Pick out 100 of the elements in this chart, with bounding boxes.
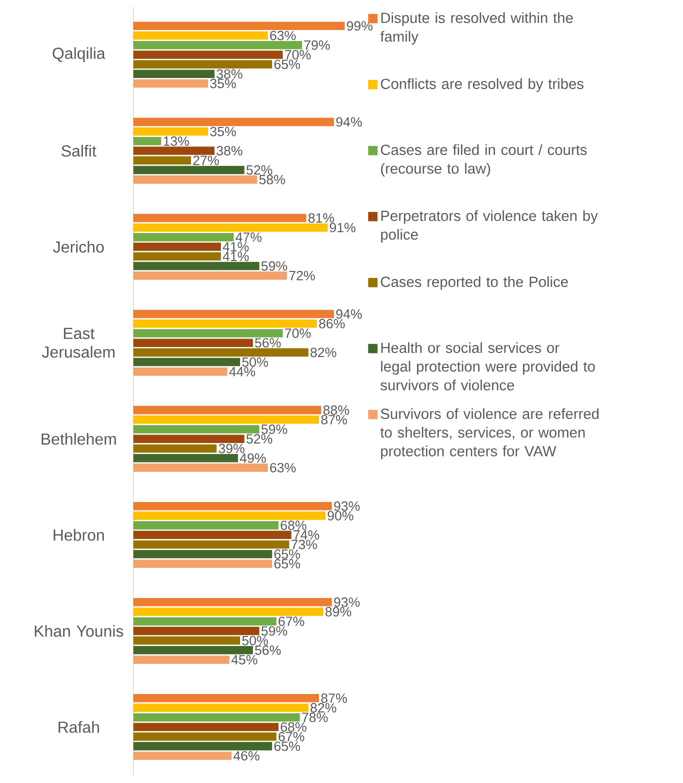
data-label: 35% [210, 78, 236, 88]
data-label: 73% [291, 540, 318, 550]
bar [133, 713, 300, 722]
bar [133, 416, 320, 424]
y-tick-label: Salfit [62, 144, 96, 157]
data-label: 27% [193, 156, 219, 166]
legend-label: Perpetrators of violence taken by police [381, 210, 598, 243]
bar [133, 617, 276, 626]
bar [133, 636, 240, 645]
bar [133, 512, 326, 520]
data-label: 94% [336, 309, 362, 319]
data-label: 49% [240, 453, 266, 463]
bar [133, 752, 232, 760]
data-label: 50% [242, 636, 268, 646]
bar [133, 118, 334, 126]
data-label: 59% [261, 424, 288, 434]
data-label: 38% [216, 69, 242, 79]
y-tick-label: East Jerusalem [42, 328, 115, 358]
bar [133, 550, 272, 558]
bar [133, 732, 276, 741]
legend-label: Health or social services or legal protection were provided to survivors of violence [380, 342, 595, 390]
bar [133, 368, 228, 376]
data-label: 82% [310, 703, 336, 712]
data-label: 89% [326, 607, 352, 616]
bar [133, 79, 208, 88]
bar [133, 704, 308, 712]
data-label: 56% [255, 338, 281, 348]
bar [133, 262, 260, 270]
legend-label: Cases reported to the Police [380, 276, 568, 290]
bar [133, 22, 345, 30]
data-label: 41% [222, 252, 249, 262]
data-label: 63% [270, 462, 296, 472]
data-label: 39% [218, 444, 244, 454]
legend-label: Survivors of violence are referred to shelters, services, or women protection centers for VAW [380, 408, 599, 460]
bar [133, 214, 306, 222]
bar [133, 656, 230, 664]
bar [133, 358, 240, 366]
y-tick-label: Khan Younis [34, 625, 124, 637]
y-tick-label: Hebron [54, 529, 104, 541]
data-label: 88% [323, 405, 350, 415]
bar [133, 271, 288, 280]
data-label: 81% [308, 213, 334, 223]
bar [133, 223, 328, 232]
data-label: 90% [328, 510, 354, 520]
data-label: 67% [278, 732, 304, 742]
bar [133, 156, 192, 164]
bar [133, 521, 279, 530]
bar [133, 166, 244, 174]
data-label: 47% [236, 232, 262, 242]
data-label: 41% [222, 242, 249, 252]
data-label: 63% [270, 30, 296, 40]
data-label: 65% [274, 60, 300, 70]
bar [133, 502, 332, 510]
bar [133, 646, 253, 654]
bar [133, 694, 320, 702]
data-label: 87% [321, 414, 347, 424]
bar [133, 137, 162, 146]
bar [133, 560, 272, 568]
bar [133, 31, 268, 40]
data-label: 87% [321, 693, 347, 703]
data-label: 45% [231, 655, 258, 664]
bar [133, 338, 253, 347]
data-label: 65% [274, 549, 300, 559]
data-label: 94% [336, 117, 362, 127]
bar [133, 530, 292, 540]
bar [133, 425, 260, 434]
data-label: 58% [259, 174, 286, 184]
bar [133, 310, 334, 318]
data-label: 70% [285, 328, 311, 338]
bar [133, 598, 332, 606]
bar [133, 40, 302, 50]
data-label: 72% [289, 270, 315, 280]
bar [133, 329, 283, 338]
legend-label: Conflicts are resolved by tribes [380, 78, 584, 92]
bar [133, 406, 322, 414]
data-label: 74% [294, 530, 320, 540]
bar [133, 722, 279, 732]
y-tick-label: Rafah [58, 721, 99, 733]
bar [133, 127, 208, 136]
bar [133, 319, 317, 328]
data-label: 78% [302, 712, 328, 722]
bar [133, 444, 217, 453]
y-tick-label: Jericho [53, 240, 104, 253]
y-tick-label: Qalqilia [52, 47, 106, 62]
bar [133, 242, 221, 251]
data-label: 65% [274, 559, 300, 568]
bar [133, 233, 234, 242]
bar [133, 626, 260, 636]
bar [133, 252, 221, 261]
data-label: 52% [246, 434, 272, 444]
data-label: 93% [334, 501, 360, 511]
legend-label: Dispute is resolved within the family [380, 12, 573, 45]
data-label: 50% [242, 357, 268, 367]
bar [133, 434, 244, 443]
bar [133, 464, 268, 472]
bar [133, 60, 272, 68]
bar [133, 454, 238, 462]
data-label: 70% [285, 50, 311, 60]
data-label: 46% [233, 751, 260, 761]
data-label: 68% [280, 722, 306, 732]
